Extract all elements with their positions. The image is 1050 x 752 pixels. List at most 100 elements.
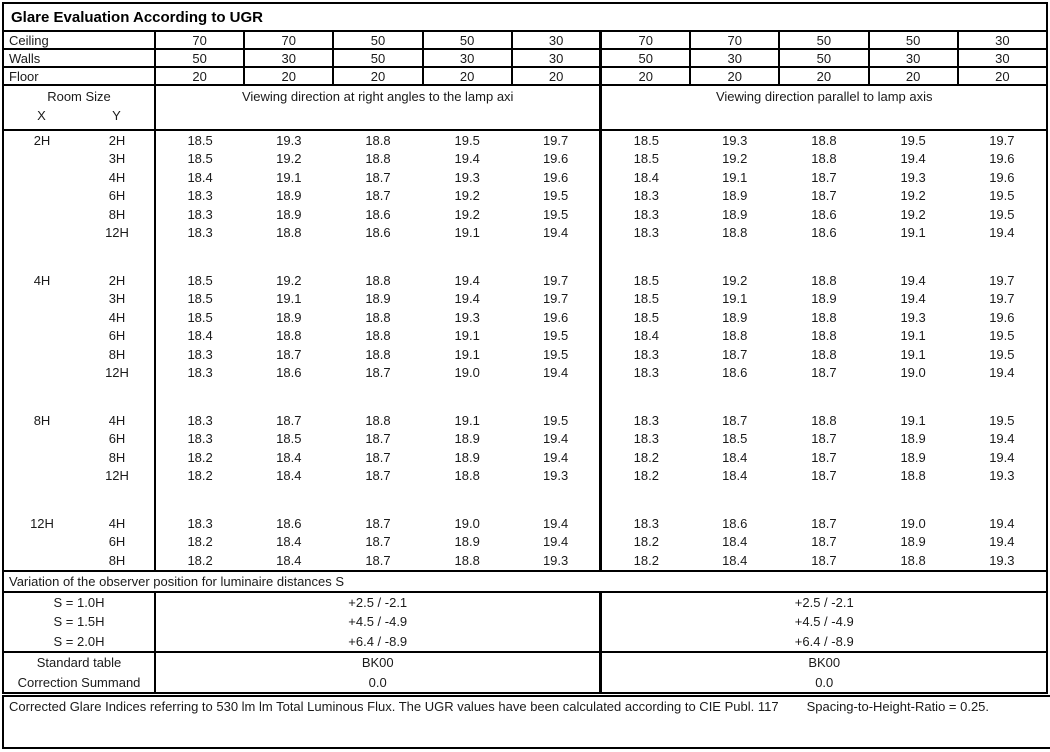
- ugr-value-cell: 18.8: [722, 225, 748, 241]
- ugr-value-cell: 19.3: [511, 551, 603, 571]
- surface-value: 30: [510, 48, 603, 68]
- ugr-value-cell: 19.4: [989, 431, 1015, 447]
- ugr-value-cell: 19.1: [722, 291, 748, 307]
- surface-reflectance-rows: Ceiling 70 70 50 50 30 70 70 50 50 30 Walls 50 30 50 30…: [2, 30, 1049, 86]
- ugr-value-cell: 18.8: [276, 225, 302, 241]
- ugr-value-cell: 19.4: [900, 151, 926, 167]
- ugr-value-cell: 19.5: [511, 205, 603, 224]
- surface-value: 30: [510, 30, 603, 50]
- ugr-value-cell: 19.6: [989, 151, 1015, 167]
- ugr-value-cell: 18.7: [365, 534, 391, 550]
- ugr-value-cell: 18.7: [365, 188, 391, 204]
- ugr-value-cell: 18.9: [454, 449, 480, 465]
- s-distance-label: S = 1.5H: [3, 612, 156, 632]
- ugr-value-cell: 19.7: [511, 130, 603, 150]
- ugr-value-cell: 19.5: [511, 326, 603, 345]
- table-row: 8H 18.3 18.9 18.6 19.2 19.5 18.3 18.9 18.6 19.2 19…: [3, 205, 1047, 224]
- surface-value: 50: [778, 48, 870, 68]
- ugr-value-cell: 19.3: [454, 169, 480, 185]
- table-row: 4H 18.5 18.9 18.8 19.3 19.6 18.5 18.9 18.8 19.3 19…: [3, 308, 1047, 327]
- ugr-value-cell: 18.2: [187, 534, 213, 550]
- correction-summand-value-left: 0.0: [155, 672, 603, 693]
- room-x-cell: [3, 364, 80, 383]
- ugr-value-cell: 18.7: [811, 188, 837, 204]
- ugr-value-cell: 19.4: [989, 515, 1015, 531]
- surface-value: 30: [956, 30, 1049, 50]
- ugr-value-cell: 18.2: [633, 534, 659, 550]
- spacing-height-ratio: Spacing-to-Height-Ratio = 0.25.: [806, 699, 990, 714]
- room-x-cell: [3, 205, 80, 224]
- ugr-value-cell: 19.3: [900, 309, 926, 325]
- ugr-value-cell: 18.9: [276, 188, 302, 204]
- ugr-value-cell: 18.8: [811, 309, 837, 325]
- ugr-value-cell: 19.2: [454, 188, 480, 204]
- room-x-cell: [3, 327, 80, 346]
- footer-note: Corrected Glare Indices referring to 530…: [9, 699, 779, 714]
- ugr-value-cell: 18.5: [276, 431, 302, 447]
- table-row: 8H 18.2 18.4 18.7 18.8 19.3 18.2 18.4 18.7 18.8 19…: [3, 551, 1047, 571]
- ugr-value-cell: 18.8: [365, 346, 391, 362]
- ugr-value-cell: 18.7: [811, 365, 837, 381]
- surface-value: 20: [778, 66, 870, 86]
- ugr-value-cell: 18.7: [811, 431, 837, 447]
- room-y-cell: 4H: [80, 514, 156, 533]
- table-row: 6H 18.3 18.5 18.7 18.9 19.4 18.3 18.5 18.7 18.9 19…: [3, 429, 1047, 448]
- ugr-value-cell: 18.7: [811, 552, 837, 568]
- ugr-value-cell: 18.9: [722, 206, 748, 222]
- ugr-value-cell: 18.5: [187, 291, 213, 307]
- ugr-value-cell: 19.3: [989, 552, 1015, 568]
- room-y-cell: 12H: [80, 363, 156, 382]
- ugr-value-cell: 19.5: [989, 188, 1015, 204]
- ugr-value-cell: 18.3: [633, 206, 659, 222]
- ugr-value-cell: 19.7: [989, 132, 1015, 148]
- x-axis-label: X: [37, 108, 46, 123]
- ugr-value-cell: 19.1: [454, 346, 480, 362]
- ugr-value-cell: 18.8: [365, 132, 391, 148]
- ugr-value-cell: 18.5: [633, 132, 659, 148]
- ugr-value-cell: 18.8: [900, 468, 926, 484]
- variation-value-right: +6.4 / -8.9: [600, 631, 1048, 653]
- room-y-cell: 12H: [80, 223, 156, 242]
- ugr-value-cell: 18.2: [187, 449, 213, 465]
- ugr-value-cell: 18.6: [811, 225, 837, 241]
- correction-summand-value-right: 0.0: [815, 674, 834, 690]
- block-gap-row: [3, 242, 1047, 271]
- ugr-value-cell: 18.2: [633, 449, 659, 465]
- ugr-value-cell: 19.5: [989, 412, 1015, 428]
- variation-title: Variation of the observer position for l…: [3, 569, 1048, 593]
- ugr-value-cell: 19.4: [900, 291, 926, 307]
- viewing-direction-right-header: Viewing direction parallel to lamp axis: [600, 85, 1048, 131]
- ugr-value-cell: 18.7: [365, 169, 391, 185]
- variation-value-right: +2.5 / -2.1: [794, 594, 854, 610]
- room-size-label: Room Size: [47, 89, 111, 104]
- ugr-value-cell: 18.7: [811, 169, 837, 185]
- standard-table-value-right: BK00: [808, 655, 841, 671]
- room-x-cell: [3, 168, 80, 187]
- surface-value: 20: [689, 66, 781, 86]
- ugr-value-cell: 18.8: [811, 412, 837, 428]
- ugr-value-cell: 19.4: [989, 225, 1015, 241]
- room-y-cell: 4H: [80, 168, 156, 187]
- ugr-value-cell: 19.1: [900, 346, 926, 362]
- ugr-value-cell: 18.7: [365, 468, 391, 484]
- surface-value: 50: [153, 48, 246, 68]
- room-y-cell: 4H: [80, 308, 156, 327]
- ugr-value-cell: 19.2: [722, 272, 748, 288]
- ugr-value-cell: 18.6: [722, 365, 748, 381]
- room-y-cell: 2H: [80, 271, 156, 290]
- ugr-value-cell: 18.4: [722, 468, 748, 484]
- ugr-value-cell: 18.7: [722, 412, 748, 428]
- gap-cell: [3, 242, 156, 271]
- room-y-cell: 6H: [80, 532, 156, 551]
- ugr-value-cell: 18.8: [454, 552, 480, 568]
- room-y-cell: 8H: [80, 345, 156, 364]
- ugr-value-cell: 19.4: [511, 514, 603, 533]
- table-row: 4H 2H 18.5 19.2 18.8 19.4 19.7 18.5 19.2 18.8 19.4…: [3, 271, 1047, 290]
- ugr-value-cell: 18.7: [811, 449, 837, 465]
- ugr-value-cell: 18.4: [276, 468, 302, 484]
- ugr-value-cell: 18.4: [633, 328, 659, 344]
- surface-value: 70: [243, 30, 335, 50]
- table-row: 12H 4H 18.3 18.6 18.7 19.0 19.4 18.3 18.6 18.7 19.…: [3, 514, 1047, 533]
- ugr-value-cell: 18.8: [365, 151, 391, 167]
